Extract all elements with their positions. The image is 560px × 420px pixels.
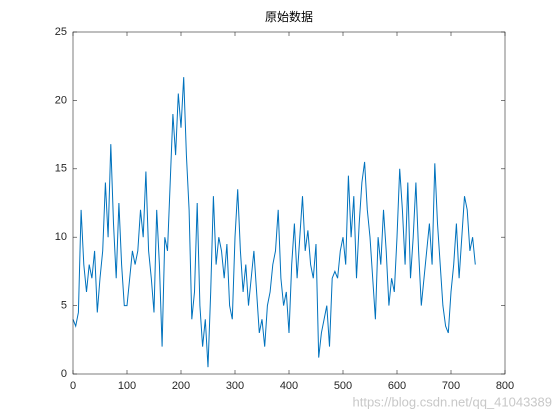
y-tick-label: 20 xyxy=(55,94,67,106)
chart-title: 原始数据 xyxy=(265,9,313,24)
x-tick-label: 600 xyxy=(388,380,406,392)
x-tick-label: 100 xyxy=(118,380,136,392)
x-tick-label: 0 xyxy=(70,380,76,392)
x-tick-label: 500 xyxy=(334,380,352,392)
y-tick-label: 0 xyxy=(61,368,67,380)
x-tick-label: 300 xyxy=(226,380,244,392)
x-tick-label: 700 xyxy=(442,380,460,392)
watermark: https://blog.csdn.net/qq_41043389 xyxy=(353,394,553,409)
y-tick-label: 5 xyxy=(61,300,67,312)
x-tick-label: 800 xyxy=(496,380,514,392)
y-tick-label: 25 xyxy=(55,26,67,38)
data-line xyxy=(72,77,476,368)
y-tick-label: 10 xyxy=(55,231,67,243)
x-tick-label: 400 xyxy=(280,380,298,392)
y-tick-label: 15 xyxy=(55,163,67,175)
x-tick-label: 200 xyxy=(172,380,190,392)
